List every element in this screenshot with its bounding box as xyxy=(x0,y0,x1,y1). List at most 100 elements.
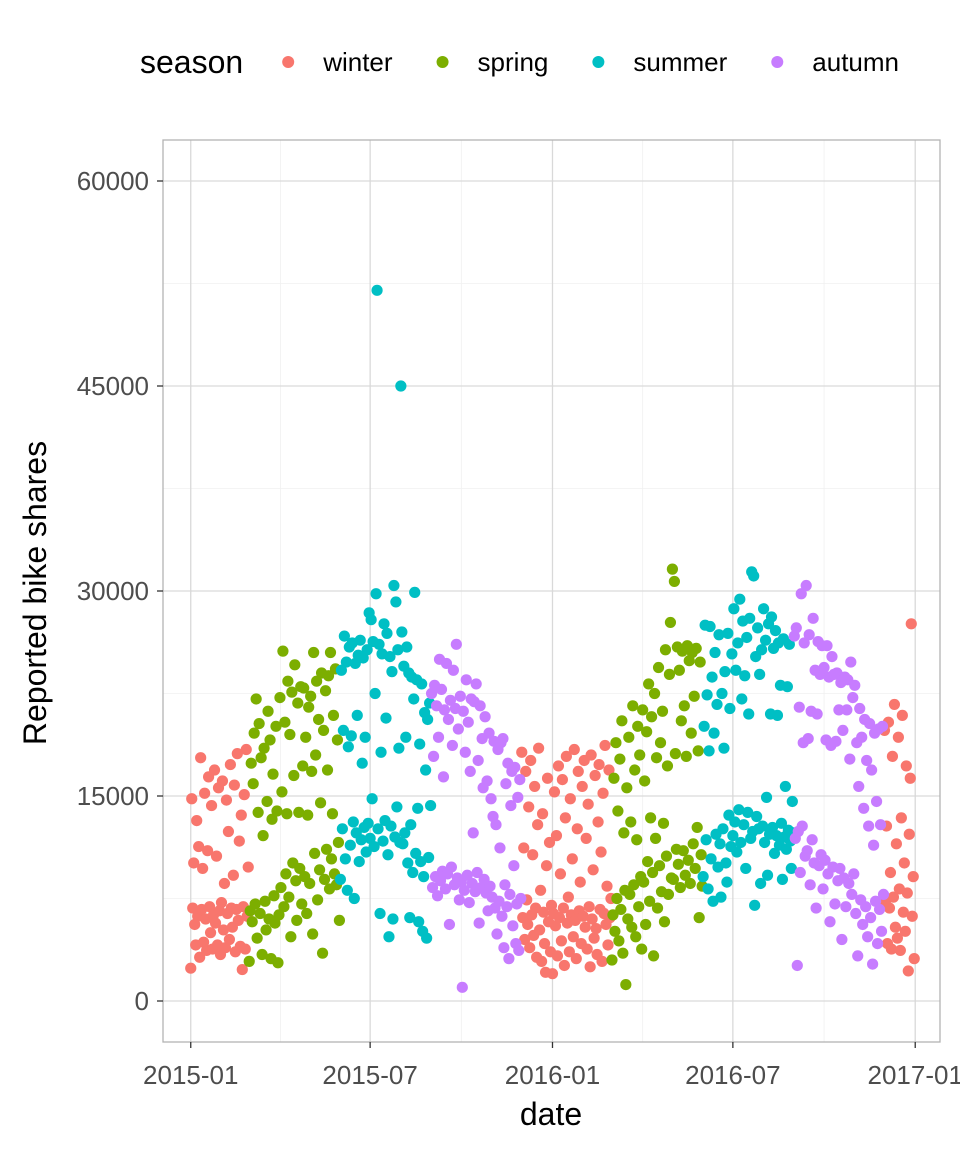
data-point-spring xyxy=(271,805,283,817)
data-point-autumn xyxy=(474,700,486,712)
data-point-spring xyxy=(660,850,673,862)
data-point-spring xyxy=(674,881,686,894)
data-point-winter xyxy=(223,933,235,946)
data-point-spring xyxy=(252,806,264,819)
data-point-summer xyxy=(371,284,383,296)
data-point-autumn xyxy=(863,820,875,832)
data-point-winter xyxy=(593,758,605,771)
data-point-winter xyxy=(579,921,591,933)
data-point-summer xyxy=(392,644,404,656)
data-point-autumn xyxy=(456,981,468,993)
data-point-autumn xyxy=(462,716,474,728)
data-point-winter xyxy=(899,925,911,937)
data-point-winter xyxy=(568,743,580,756)
data-point-summer xyxy=(390,596,402,608)
x-axis-title: date xyxy=(520,1096,582,1132)
data-point-spring xyxy=(260,924,272,936)
data-point-summer xyxy=(414,738,426,750)
data-point-summer xyxy=(740,862,752,875)
data-point-spring xyxy=(640,918,652,931)
data-point-spring xyxy=(313,713,325,726)
data-point-winter xyxy=(902,965,914,977)
data-point-summer xyxy=(408,693,420,705)
data-point-summer xyxy=(722,627,734,639)
data-point-spring xyxy=(297,760,309,772)
data-point-summer xyxy=(771,709,784,721)
data-point-autumn xyxy=(452,723,464,735)
data-point-winter xyxy=(597,787,609,799)
data-point-spring xyxy=(633,901,645,913)
data-point-spring xyxy=(636,943,648,955)
data-point-autumn xyxy=(829,898,841,910)
data-point-summer xyxy=(420,764,432,776)
data-point-summer xyxy=(399,827,411,839)
data-point-summer xyxy=(354,634,366,646)
x-tick-label: 2016-01 xyxy=(505,1060,600,1090)
data-point-spring xyxy=(624,888,636,901)
data-point-autumn xyxy=(445,861,457,873)
data-point-summer xyxy=(751,810,763,823)
legend-key-winter xyxy=(282,56,295,68)
data-point-summer xyxy=(702,883,714,895)
data-point-winter xyxy=(227,869,239,881)
data-point-summer xyxy=(730,664,742,676)
data-point-autumn xyxy=(794,866,806,879)
data-point-spring xyxy=(272,957,284,969)
series-spring xyxy=(243,563,708,991)
data-point-winter xyxy=(240,743,252,756)
data-point-spring xyxy=(648,687,661,700)
x-tick-label: 2016-07 xyxy=(685,1060,780,1090)
data-point-winter xyxy=(218,877,231,890)
data-point-winter xyxy=(566,853,578,865)
data-point-spring xyxy=(662,888,675,901)
data-point-summer xyxy=(775,817,788,829)
data-point-winter xyxy=(886,750,899,762)
data-point-spring xyxy=(688,690,700,702)
data-point-summer xyxy=(754,668,766,680)
data-point-spring xyxy=(321,764,334,776)
data-point-winter xyxy=(590,922,602,935)
data-point-spring xyxy=(657,817,670,829)
data-point-spring xyxy=(632,720,644,732)
data-point-autumn xyxy=(824,916,836,928)
data-point-autumn xyxy=(481,775,493,787)
data-point-summer xyxy=(340,656,352,668)
data-point-winter xyxy=(538,938,551,950)
data-point-summer xyxy=(769,625,782,637)
data-point-winter xyxy=(532,819,544,831)
data-point-spring xyxy=(654,737,667,749)
data-point-spring xyxy=(326,808,339,820)
data-points xyxy=(185,284,920,993)
data-point-autumn xyxy=(826,651,838,663)
data-point-spring xyxy=(680,750,692,762)
data-point-summer xyxy=(396,626,408,638)
data-point-spring xyxy=(646,711,658,723)
data-point-winter xyxy=(887,891,900,903)
data-point-summer xyxy=(743,708,755,720)
series-autumn xyxy=(425,579,890,993)
data-point-autumn xyxy=(807,612,819,624)
data-point-spring xyxy=(273,909,285,921)
data-point-autumn xyxy=(821,640,833,652)
data-point-autumn xyxy=(864,717,876,730)
data-point-summer xyxy=(401,641,413,653)
data-point-summer xyxy=(380,712,392,724)
series-winter xyxy=(185,618,920,980)
data-point-autumn xyxy=(846,888,858,901)
data-point-winter xyxy=(527,849,539,861)
data-point-summer xyxy=(752,622,764,634)
data-point-autumn xyxy=(868,839,880,851)
data-point-summer xyxy=(362,817,374,829)
data-point-autumn xyxy=(444,694,457,706)
data-point-spring xyxy=(643,678,655,690)
data-point-winter xyxy=(552,760,565,772)
data-point-autumn xyxy=(435,683,448,696)
data-point-winter xyxy=(580,832,592,844)
data-point-winter xyxy=(194,951,206,963)
data-point-winter xyxy=(592,816,604,828)
data-point-summer xyxy=(718,742,730,754)
data-point-spring xyxy=(285,931,297,943)
data-point-autumn xyxy=(870,795,883,808)
data-point-spring xyxy=(286,686,298,698)
data-point-spring xyxy=(656,705,669,717)
